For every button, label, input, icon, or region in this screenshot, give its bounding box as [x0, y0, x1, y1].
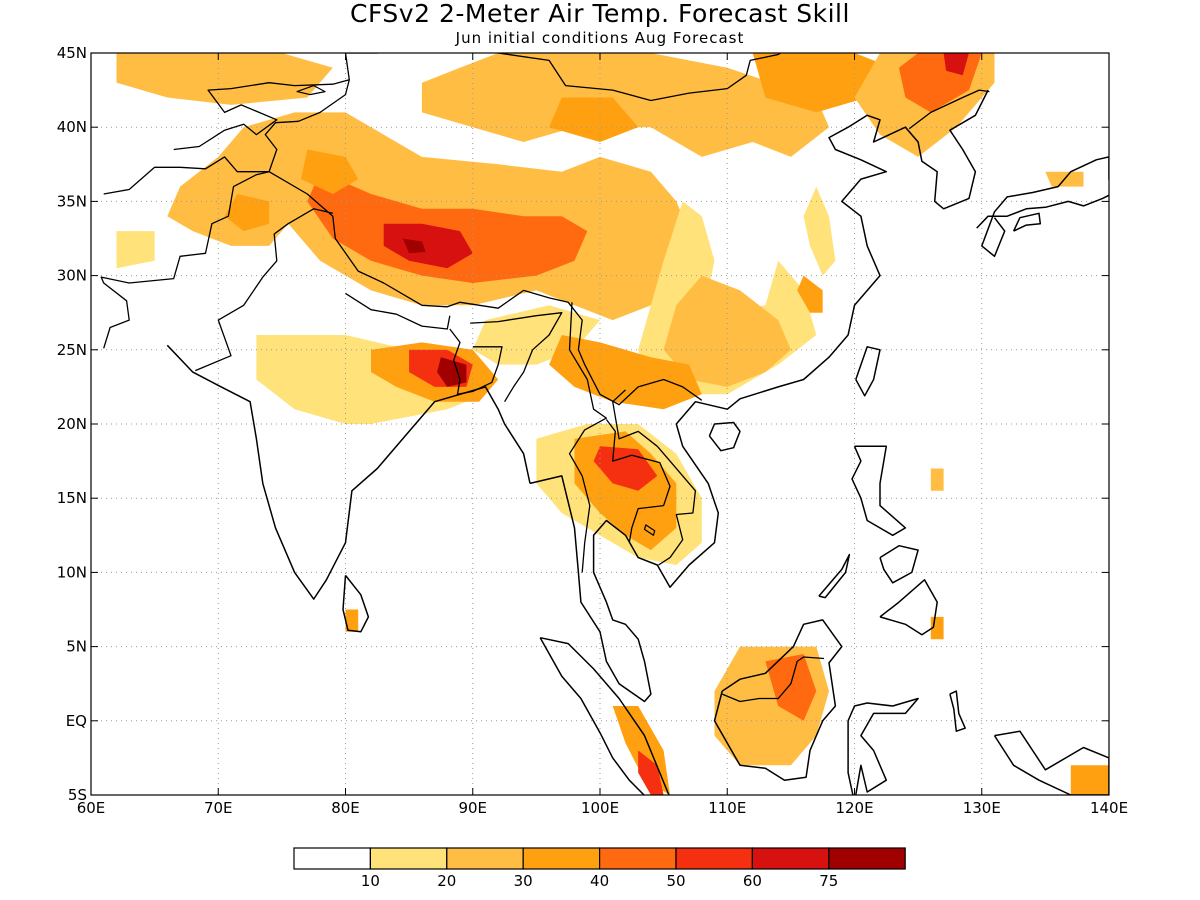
skill-region-1 [307, 171, 588, 283]
colorbar-box-4 [598, 847, 677, 870]
coastline-borneo [713, 619, 843, 781]
tick-label-lon-4: 100E [581, 799, 619, 817]
skill-region-34 [345, 609, 359, 632]
skill-region-16 [663, 275, 791, 387]
coastline-indochina-malay-coast [529, 89, 989, 703]
tick-label-lat-6: 15N [57, 489, 87, 507]
tick-label-lat-4: 25N [57, 341, 87, 359]
colorbar-box-1 [369, 847, 448, 870]
coastline-taiwan [855, 346, 881, 397]
coastline-visayas [879, 544, 919, 584]
colorbar-label-2: 30 [514, 872, 533, 890]
colorbar-box-2 [446, 847, 524, 870]
tick-label-lon-0: 60E [77, 799, 106, 817]
tick-label-lat-1: 40N [57, 118, 87, 136]
skill-region-29 [765, 654, 817, 721]
chart-title: CFSv2 2-Meter Air Temp. Forecast Skill [350, 0, 850, 28]
coastline-indian-subcontinent [166, 344, 531, 600]
skill-region-9 [549, 97, 639, 142]
tick-label-lon-6: 120E [835, 799, 873, 817]
border-central-asia [173, 79, 350, 151]
skill-region-31 [638, 750, 664, 795]
colorbar-box-3 [522, 847, 601, 870]
skill-region-2 [383, 223, 473, 269]
skill-region-6 [301, 149, 359, 194]
tick-label-lon-1: 70E [204, 799, 233, 817]
coastline-mindanao [879, 579, 938, 636]
skill-region-24 [549, 335, 702, 410]
skill-region-3 [402, 238, 426, 254]
border-northeast-india [470, 312, 563, 403]
tick-label-lat-10: 5S [68, 786, 87, 804]
tick-label-lat-7: 10N [57, 563, 87, 581]
tick-label-lat-2: 35N [57, 192, 87, 210]
colorbar-label-3: 40 [590, 872, 609, 890]
coastline-shikoku [1012, 212, 1042, 232]
colorbar-label-0: 10 [361, 872, 380, 890]
colorbar-label-5: 60 [743, 872, 762, 890]
colorbar-box-7 [828, 847, 906, 870]
border-mongolia-south [496, 53, 782, 102]
border-laos-vietnam [612, 389, 697, 566]
border-china-south [268, 171, 703, 406]
skill-region-22 [437, 357, 467, 387]
coastline-sumatra [539, 636, 670, 795]
skill-region-10 [116, 53, 333, 105]
skill-region-33 [116, 231, 155, 269]
border-nepal-south [345, 292, 451, 330]
border-india-pakistan [195, 208, 333, 372]
gridlines [91, 53, 1109, 795]
coastline-palawan [818, 553, 851, 599]
colorbar-box-6 [751, 847, 830, 870]
border-china-korea [908, 89, 990, 130]
coastline-sri-lanka [342, 574, 370, 633]
skill-region-13 [943, 53, 969, 76]
skill-region-18 [803, 186, 836, 276]
tick-label-lat-5: 20N [57, 415, 87, 433]
colorbar-label-1: 20 [437, 872, 456, 890]
tick-label-lon-8: 140E [1090, 799, 1128, 817]
tick-label-lat-3: 30N [57, 267, 87, 285]
tick-label-lon-3: 90E [458, 799, 487, 817]
coastline-sulawesi [847, 697, 919, 795]
tick-label-lat-0: 45N [57, 44, 87, 62]
coastline-japan-kyushu-honshu [976, 156, 1109, 258]
coastline-luzon [851, 445, 907, 537]
chart-subtitle: Jun initial conditions Aug Forecast [455, 29, 745, 47]
tick-label-lat-9: EQ [66, 712, 87, 730]
lake-tonle-sap [643, 524, 656, 536]
coastline-halmahera [949, 690, 966, 732]
border-borneo-border [721, 656, 825, 703]
axis-ticks: 60E 70E 80E 90E 100E 110E 120E 130E 140E 45N 40N 35… [57, 44, 1128, 817]
skill-region-17 [797, 275, 823, 313]
coastline-new-guinea [993, 730, 1109, 795]
lake-issyk-kul [296, 84, 326, 96]
tick-label-lon-7: 130E [963, 799, 1001, 817]
colorbar-box-0 [293, 847, 372, 870]
lake-balkhash [269, 29, 333, 42]
colorbar-label-4: 50 [666, 872, 685, 890]
tick-label-lon-5: 110E [708, 799, 746, 817]
boundary-layer [100, 29, 1109, 795]
skill-region-35 [930, 468, 944, 491]
colorbar: 10 20 30 40 50 60 75 [293, 847, 906, 890]
colorbar-box-5 [675, 847, 754, 870]
border-bangladesh [449, 328, 503, 395]
border-myanmar-thailand [568, 302, 608, 573]
skill-region-5 [224, 194, 270, 232]
tick-label-lat-8: 5N [66, 638, 87, 656]
border-thailand-laos-cambodia [605, 419, 671, 543]
border-pakistan-border [100, 171, 270, 349]
coastline-hainan [708, 421, 741, 452]
colorbar-label-6: 75 [819, 872, 838, 890]
tick-label-lon-2: 80E [331, 799, 360, 817]
border-china-north [264, 53, 379, 172]
border-afghanistan-north [103, 156, 270, 195]
skill-region-32 [1070, 765, 1109, 795]
